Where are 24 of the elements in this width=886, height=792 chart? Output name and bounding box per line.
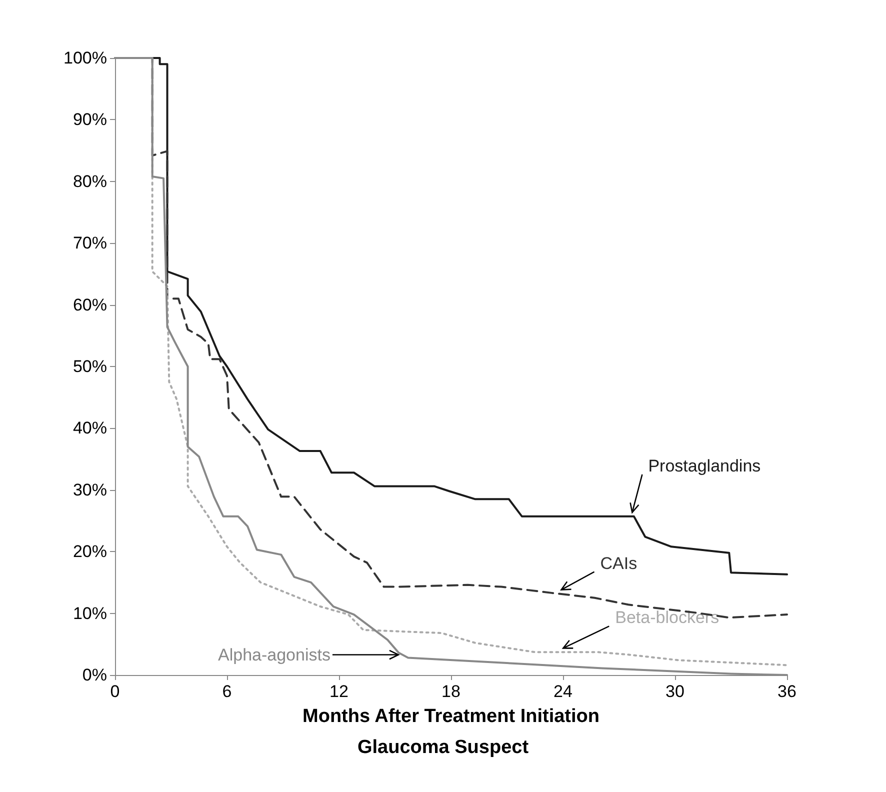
x-tick-label: 24 <box>554 682 572 701</box>
y-tick-label: 50% <box>72 357 107 376</box>
y-tick-label: 100% <box>64 48 107 68</box>
y-tick-label: 20% <box>72 542 107 562</box>
x-tick-label: 6 <box>222 682 232 701</box>
text: Alpha-agonists <box>218 645 330 664</box>
y-tick-label: 0% <box>82 666 107 684</box>
text: Prostaglandins <box>648 456 761 476</box>
x-tick-label: 0 <box>110 682 120 701</box>
x-tick-label: 30 <box>666 682 684 701</box>
x-tick-label: 12 <box>330 682 348 701</box>
y-tick-label: 70% <box>72 234 107 253</box>
y-tick-label: 30% <box>72 480 107 500</box>
y-tick-label: 90% <box>72 110 107 130</box>
x-tick-label: 18 <box>442 682 460 701</box>
x-tick-label: 36 <box>778 682 796 701</box>
y-tick-label: 40% <box>72 418 107 438</box>
y-tick-label: 10% <box>72 604 107 623</box>
x-axis-title: Months After Treatment Initiation <box>302 706 600 727</box>
text: Glaucoma Suspect <box>357 737 530 758</box>
y-tick-label: 60% <box>72 295 107 314</box>
series-label: CAIs <box>600 554 638 573</box>
y-tick-label: 80% <box>72 172 107 191</box>
series-label: Beta-blockers <box>615 608 720 628</box>
